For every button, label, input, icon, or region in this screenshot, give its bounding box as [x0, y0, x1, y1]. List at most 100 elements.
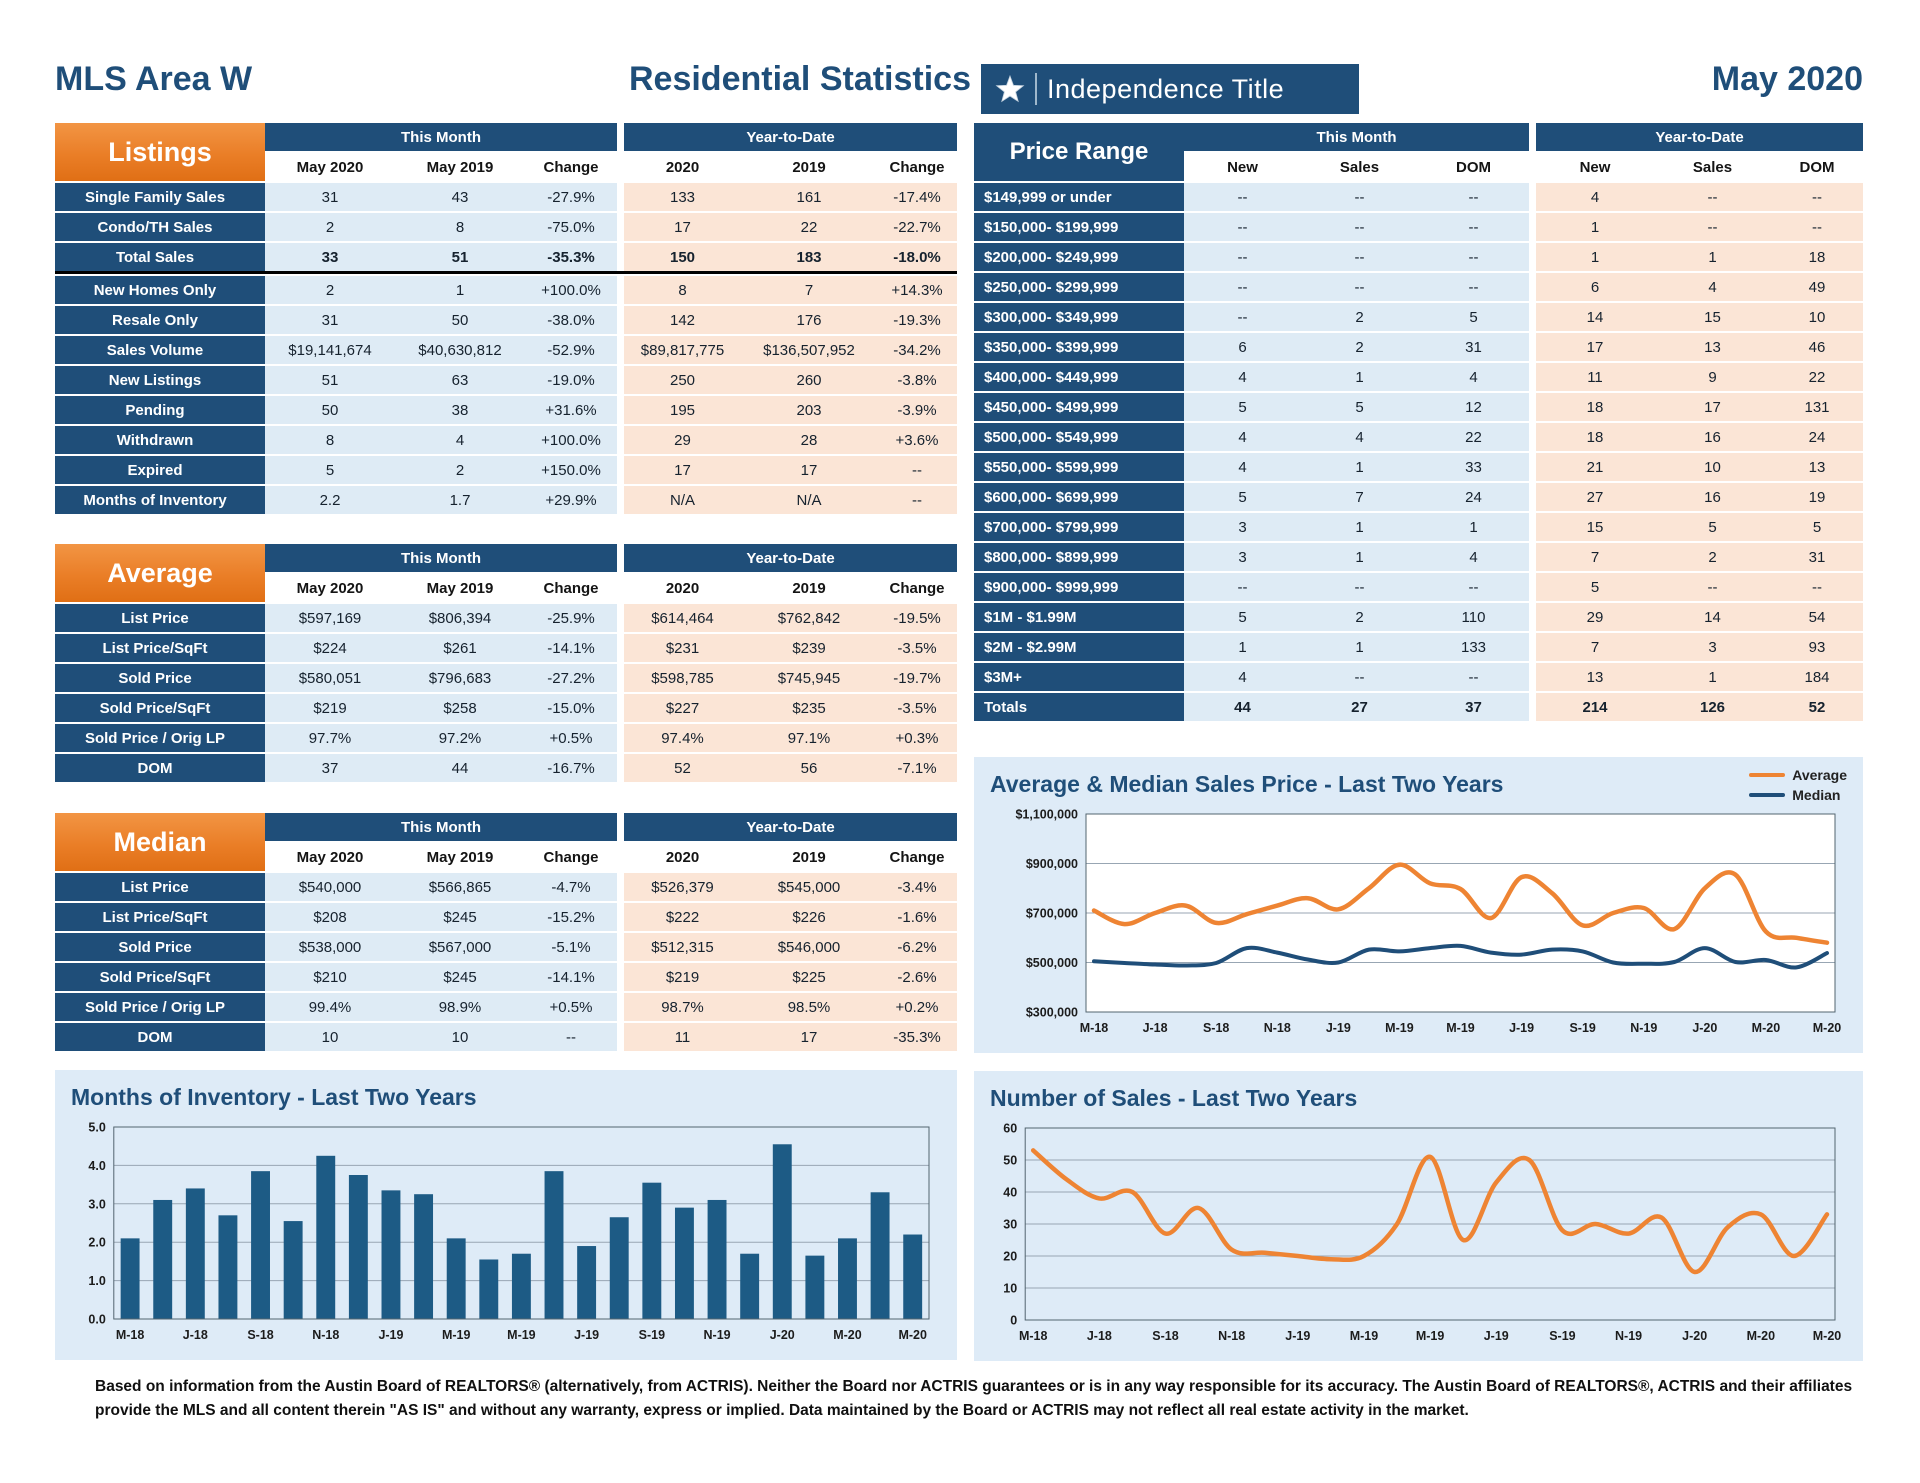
cell-value: +100.0%	[525, 426, 617, 454]
price-range-section-label: Price Range	[974, 123, 1184, 181]
svg-text:S-19: S-19	[1549, 1329, 1575, 1343]
cell-value: -3.5%	[877, 694, 957, 722]
table-row: Sold Price $538,000 $567,000 -5.1% $512,315 $…	[55, 933, 957, 961]
table-row: DOM 37 44 -16.7% 52 56 -7.1%	[55, 754, 957, 782]
sales-line-chart: 0 10 20 30 40 50 60 M-18 J-18 S-18 N-18 J-19 M-19 M-1…	[1003, 1122, 1841, 1344]
cell-value: --	[1418, 213, 1529, 241]
table-row: Sales Volume $19,141,674 $40,630,812 -52.9%…	[55, 336, 957, 364]
svg-text:M-19: M-19	[1416, 1329, 1445, 1343]
cell-value: 5	[1301, 393, 1418, 421]
cell-value: 4	[395, 426, 525, 454]
svg-text:M-18: M-18	[116, 1328, 145, 1342]
cell-value: 22	[1771, 363, 1863, 391]
column-header: May 2020	[296, 579, 364, 597]
cell-value: 1	[1301, 543, 1418, 571]
table-row: Totals 44 27 37 214 126 52	[974, 693, 1863, 721]
group-header-year-to-date: Year-to-Date	[624, 813, 957, 841]
report-body: This Month Year-to-Date May 2020 May 2019 Ch…	[0, 117, 1920, 1361]
bar	[805, 1255, 825, 1319]
svg-text:M-19: M-19	[1446, 1021, 1475, 1035]
svg-text:S-19: S-19	[639, 1328, 665, 1342]
svg-text:S-18: S-18	[1203, 1021, 1229, 1035]
bar	[185, 1188, 205, 1319]
svg-text:M-19: M-19	[507, 1328, 536, 1342]
cell-value: $235	[741, 694, 877, 722]
bar	[283, 1221, 303, 1319]
cell-value: --	[1654, 573, 1771, 601]
cell-value: --	[1418, 183, 1529, 211]
row-label: $200,000- $249,999	[974, 243, 1184, 271]
price-chart-title: Average & Median Sales Price - Last Two …	[990, 771, 1504, 797]
cell-value: 4	[1654, 273, 1771, 301]
cell-value: 126	[1654, 693, 1771, 721]
table-row: DOM 10 10 -- 11 17 -35.3%	[55, 1023, 957, 1051]
column-header: New	[1227, 158, 1258, 176]
cell-value: --	[877, 456, 957, 484]
column-header: Sales	[1692, 158, 1733, 176]
cell-value: N/A	[624, 486, 741, 514]
cell-value: 97.2%	[395, 724, 525, 752]
cell-value: 203	[741, 396, 877, 424]
bar	[577, 1246, 597, 1319]
cell-value: --	[1654, 213, 1771, 241]
cell-value: $208	[265, 903, 395, 931]
cell-value: 52	[624, 754, 741, 782]
cell-value: 98.9%	[395, 993, 525, 1021]
svg-text:N-18: N-18	[1264, 1021, 1291, 1035]
table-row: Sold Price / Orig LP 97.7% 97.2% +0.5% 97.4%…	[55, 724, 957, 752]
price-chart-panel: Average & Median Sales Price - Last Two …	[974, 757, 1863, 1053]
svg-text:M-18: M-18	[1019, 1329, 1048, 1343]
cell-value: $580,051	[265, 664, 395, 692]
bar	[903, 1234, 923, 1319]
cell-value: --	[1184, 273, 1301, 301]
svg-text:J-20: J-20	[770, 1328, 795, 1342]
column-header: Change	[543, 158, 599, 176]
svg-text:3.0: 3.0	[88, 1197, 105, 1211]
svg-text:40: 40	[1003, 1186, 1017, 1200]
group-header-year-to-date: Year-to-Date	[624, 544, 957, 572]
svg-text:J-20: J-20	[1682, 1329, 1707, 1343]
cell-value: --	[1184, 573, 1301, 601]
bar	[120, 1238, 140, 1319]
cell-value: --	[1771, 213, 1863, 241]
cell-value: --	[1184, 183, 1301, 211]
star-icon	[995, 74, 1025, 103]
cell-value: +0.2%	[877, 993, 957, 1021]
bar	[479, 1259, 499, 1319]
cell-value: --	[1418, 243, 1529, 271]
cell-value: $219	[265, 694, 395, 722]
row-label: Sold Price/SqFt	[55, 694, 265, 722]
cell-value: -5.1%	[525, 933, 617, 961]
svg-text:$500,000: $500,000	[1026, 956, 1078, 970]
cell-value: --	[1771, 183, 1863, 211]
cell-value: -19.5%	[877, 604, 957, 632]
cell-value: +29.9%	[525, 486, 617, 514]
logo-divider	[1035, 73, 1037, 105]
cell-value: 4	[1184, 453, 1301, 481]
cell-value: -14.1%	[525, 634, 617, 662]
cell-value: 3	[1184, 543, 1301, 571]
cell-value: $546,000	[741, 933, 877, 961]
cell-value: $745,945	[741, 664, 877, 692]
column-header: May 2019	[426, 158, 494, 176]
cell-value: 21	[1536, 453, 1654, 481]
row-label: Resale Only	[55, 306, 265, 334]
table-row: $900,000- $999,999 -- -- -- 5 -- --	[974, 573, 1863, 601]
cell-value: 7	[1536, 633, 1654, 661]
cell-value: --	[1418, 273, 1529, 301]
cell-value: 2	[1301, 303, 1418, 331]
cell-value: $40,630,812	[395, 336, 525, 364]
cell-value: 18	[1771, 243, 1863, 271]
cell-value: +0.5%	[525, 724, 617, 752]
cell-value: $796,683	[395, 664, 525, 692]
cell-value: 161	[741, 183, 877, 211]
row-label: New Homes Only	[55, 276, 265, 304]
svg-text:S-19: S-19	[1569, 1021, 1595, 1035]
svg-text:J-19: J-19	[1326, 1021, 1351, 1035]
bar	[218, 1215, 238, 1319]
cell-value: --	[525, 1023, 617, 1051]
cell-value: 4	[1418, 363, 1529, 391]
cell-value: 37	[1418, 693, 1529, 721]
table-row: Single Family Sales 31 43 -27.9% 133 161 -17.4…	[55, 183, 957, 211]
